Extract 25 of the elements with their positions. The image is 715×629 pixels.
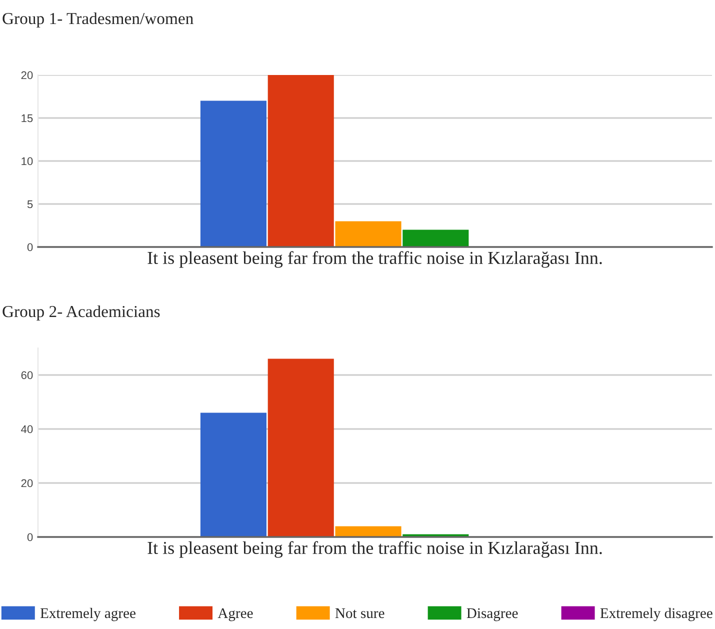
bar — [268, 358, 334, 537]
bar — [200, 100, 266, 247]
y-tick-label: 10 — [22, 157, 33, 166]
legend-label: Disagree — [466, 608, 518, 622]
y-tick-label: 5 — [27, 200, 33, 208]
y-tick-label: 40 — [21, 425, 33, 434]
chart-title: Group 1- Tradesmen/women — [2, 12, 194, 28]
legend-label: Agree — [218, 608, 253, 622]
bar — [268, 75, 334, 247]
legend-label: Extremely agree — [40, 608, 136, 622]
x-tick-label: It is pleasent being far from the traffic noise in Kızlarağası Inn. — [148, 541, 602, 558]
y-tick-label: 0 — [27, 533, 33, 542]
y-tick-label: 0 — [27, 243, 33, 252]
chart-title: Group 2- Academicians — [2, 305, 160, 321]
y-tick-label: 15 — [22, 114, 33, 122]
y-tick-label: 20 — [21, 71, 33, 80]
bar — [200, 412, 266, 537]
bar — [335, 526, 402, 537]
y-tick-label: 60 — [21, 371, 33, 380]
bar — [335, 221, 402, 247]
x-tick-label: It is pleasent being far from the traffic noise in Kızlarağası Inn. — [148, 251, 602, 268]
bar — [402, 230, 469, 247]
legend-label: Extremely disagree — [600, 608, 712, 622]
legend-label: Not sure — [335, 608, 384, 618]
y-tick-label: 20 — [21, 479, 33, 488]
